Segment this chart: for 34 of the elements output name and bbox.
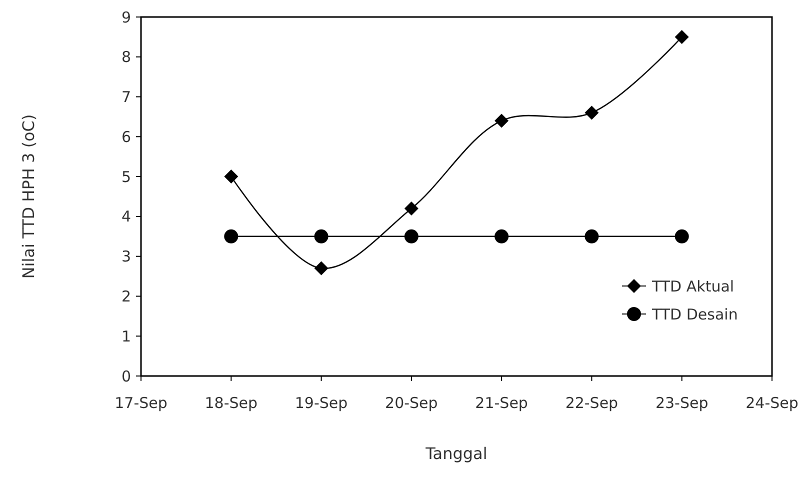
point	[314, 261, 328, 276]
x-tick-label: 19-Sep	[294, 394, 348, 412]
point	[494, 114, 509, 128]
y-tick-label: 6	[121, 128, 131, 146]
point	[674, 30, 689, 44]
y-tick-label: 8	[121, 48, 131, 66]
point	[494, 229, 509, 244]
y-tick-label: 5	[121, 168, 131, 186]
legend-label: TTD Desain	[651, 305, 738, 324]
x-tick-label: 22-Sep	[565, 394, 618, 412]
y-tick-label: 0	[121, 367, 131, 386]
y-tick-label: 9	[121, 8, 131, 26]
x-tick-label: 21-Sep	[475, 394, 528, 412]
point	[584, 229, 599, 244]
point	[314, 229, 328, 244]
y-tick-label: 2	[121, 287, 131, 306]
point	[224, 170, 238, 184]
x-tick-label: 23-Sep	[655, 394, 708, 412]
x-tick-label: 20-Sep	[385, 394, 438, 412]
y-tick-label: 7	[121, 88, 131, 106]
y-tick-label: 4	[121, 208, 131, 226]
x-tick-label: 17-Sep	[114, 394, 168, 412]
x-tick-label: 18-Sep	[204, 394, 258, 412]
point	[674, 229, 689, 244]
point	[224, 229, 238, 244]
y-axis-title: Nilai TTD HPH 3 (oC)	[19, 114, 38, 279]
point	[584, 106, 599, 120]
y-tick-label: 3	[121, 248, 131, 266]
y-tick-label: 1	[121, 327, 131, 346]
point	[404, 229, 418, 244]
point	[404, 201, 418, 216]
x-axis-title: Tanggal	[424, 444, 488, 463]
legend-label: TTD Aktual	[651, 277, 734, 296]
x-tick-label: 24-Sep	[746, 394, 798, 412]
